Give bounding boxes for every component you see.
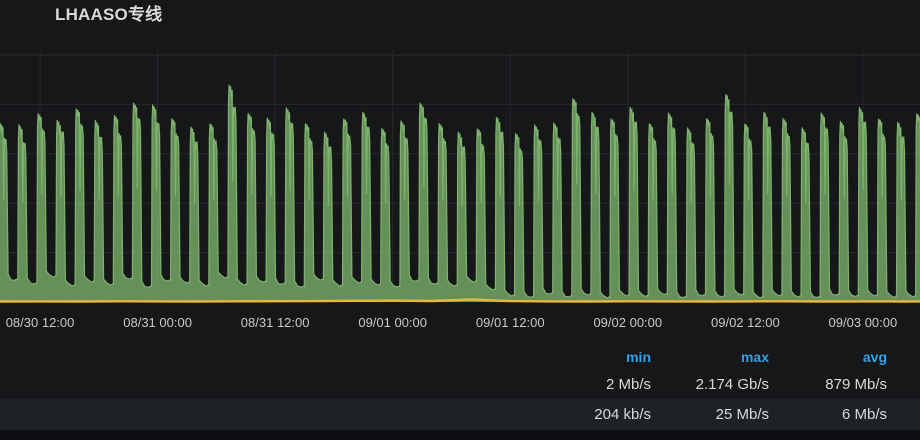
- x-axis-label: 08/31 00:00: [123, 315, 192, 330]
- next-panel-edge: [0, 430, 920, 440]
- legend-min-value: 2 Mb/s: [605, 375, 651, 393]
- legend-header-max[interactable]: max: [740, 348, 769, 365]
- panel-title[interactable]: LHAASO专线: [55, 5, 163, 24]
- traffic-time-series-chart[interactable]: [0, 0, 920, 312]
- x-axis-label: 09/02 12:00: [711, 315, 780, 330]
- x-axis-label: 09/03 00:00: [828, 315, 898, 330]
- x-axis-label: 09/01 00:00: [358, 315, 428, 330]
- legend-header-min[interactable]: min: [626, 348, 651, 365]
- legend-avg-value: 6 Mb/s: [841, 406, 887, 423]
- x-axis-label: 08/31 12:00: [240, 315, 310, 330]
- legend-header-row: min max avg: [0, 344, 920, 369]
- legend-header-avg[interactable]: avg: [862, 348, 887, 365]
- legend-max-value: 2.174 Gb/s: [695, 375, 769, 393]
- x-axis-label: 09/02 00:00: [593, 315, 663, 330]
- x-axis: 08/30 12:00 08/31 00:00 08/31 12:00 09/0…: [0, 313, 920, 339]
- x-axis-label: 08/30 12:00: [5, 315, 75, 330]
- legend-max-value: 25 Mb/s: [715, 406, 769, 423]
- legend-row-highlighted[interactable]: 204 kb/s 25 Mb/s 6 Mb/s: [0, 399, 920, 430]
- legend-row[interactable]: 2 Mb/s 2.174 Gb/s 879 Mb/s: [0, 369, 920, 399]
- legend-min-value: 204 kb/s: [594, 406, 651, 423]
- legend-avg-value: 879 Mb/s: [825, 375, 887, 393]
- x-axis-label: 09/01 12:00: [475, 315, 545, 330]
- legend-table: min max avg 2 Mb/s 2.174 Gb/s 879 Mb/s 2…: [0, 344, 920, 430]
